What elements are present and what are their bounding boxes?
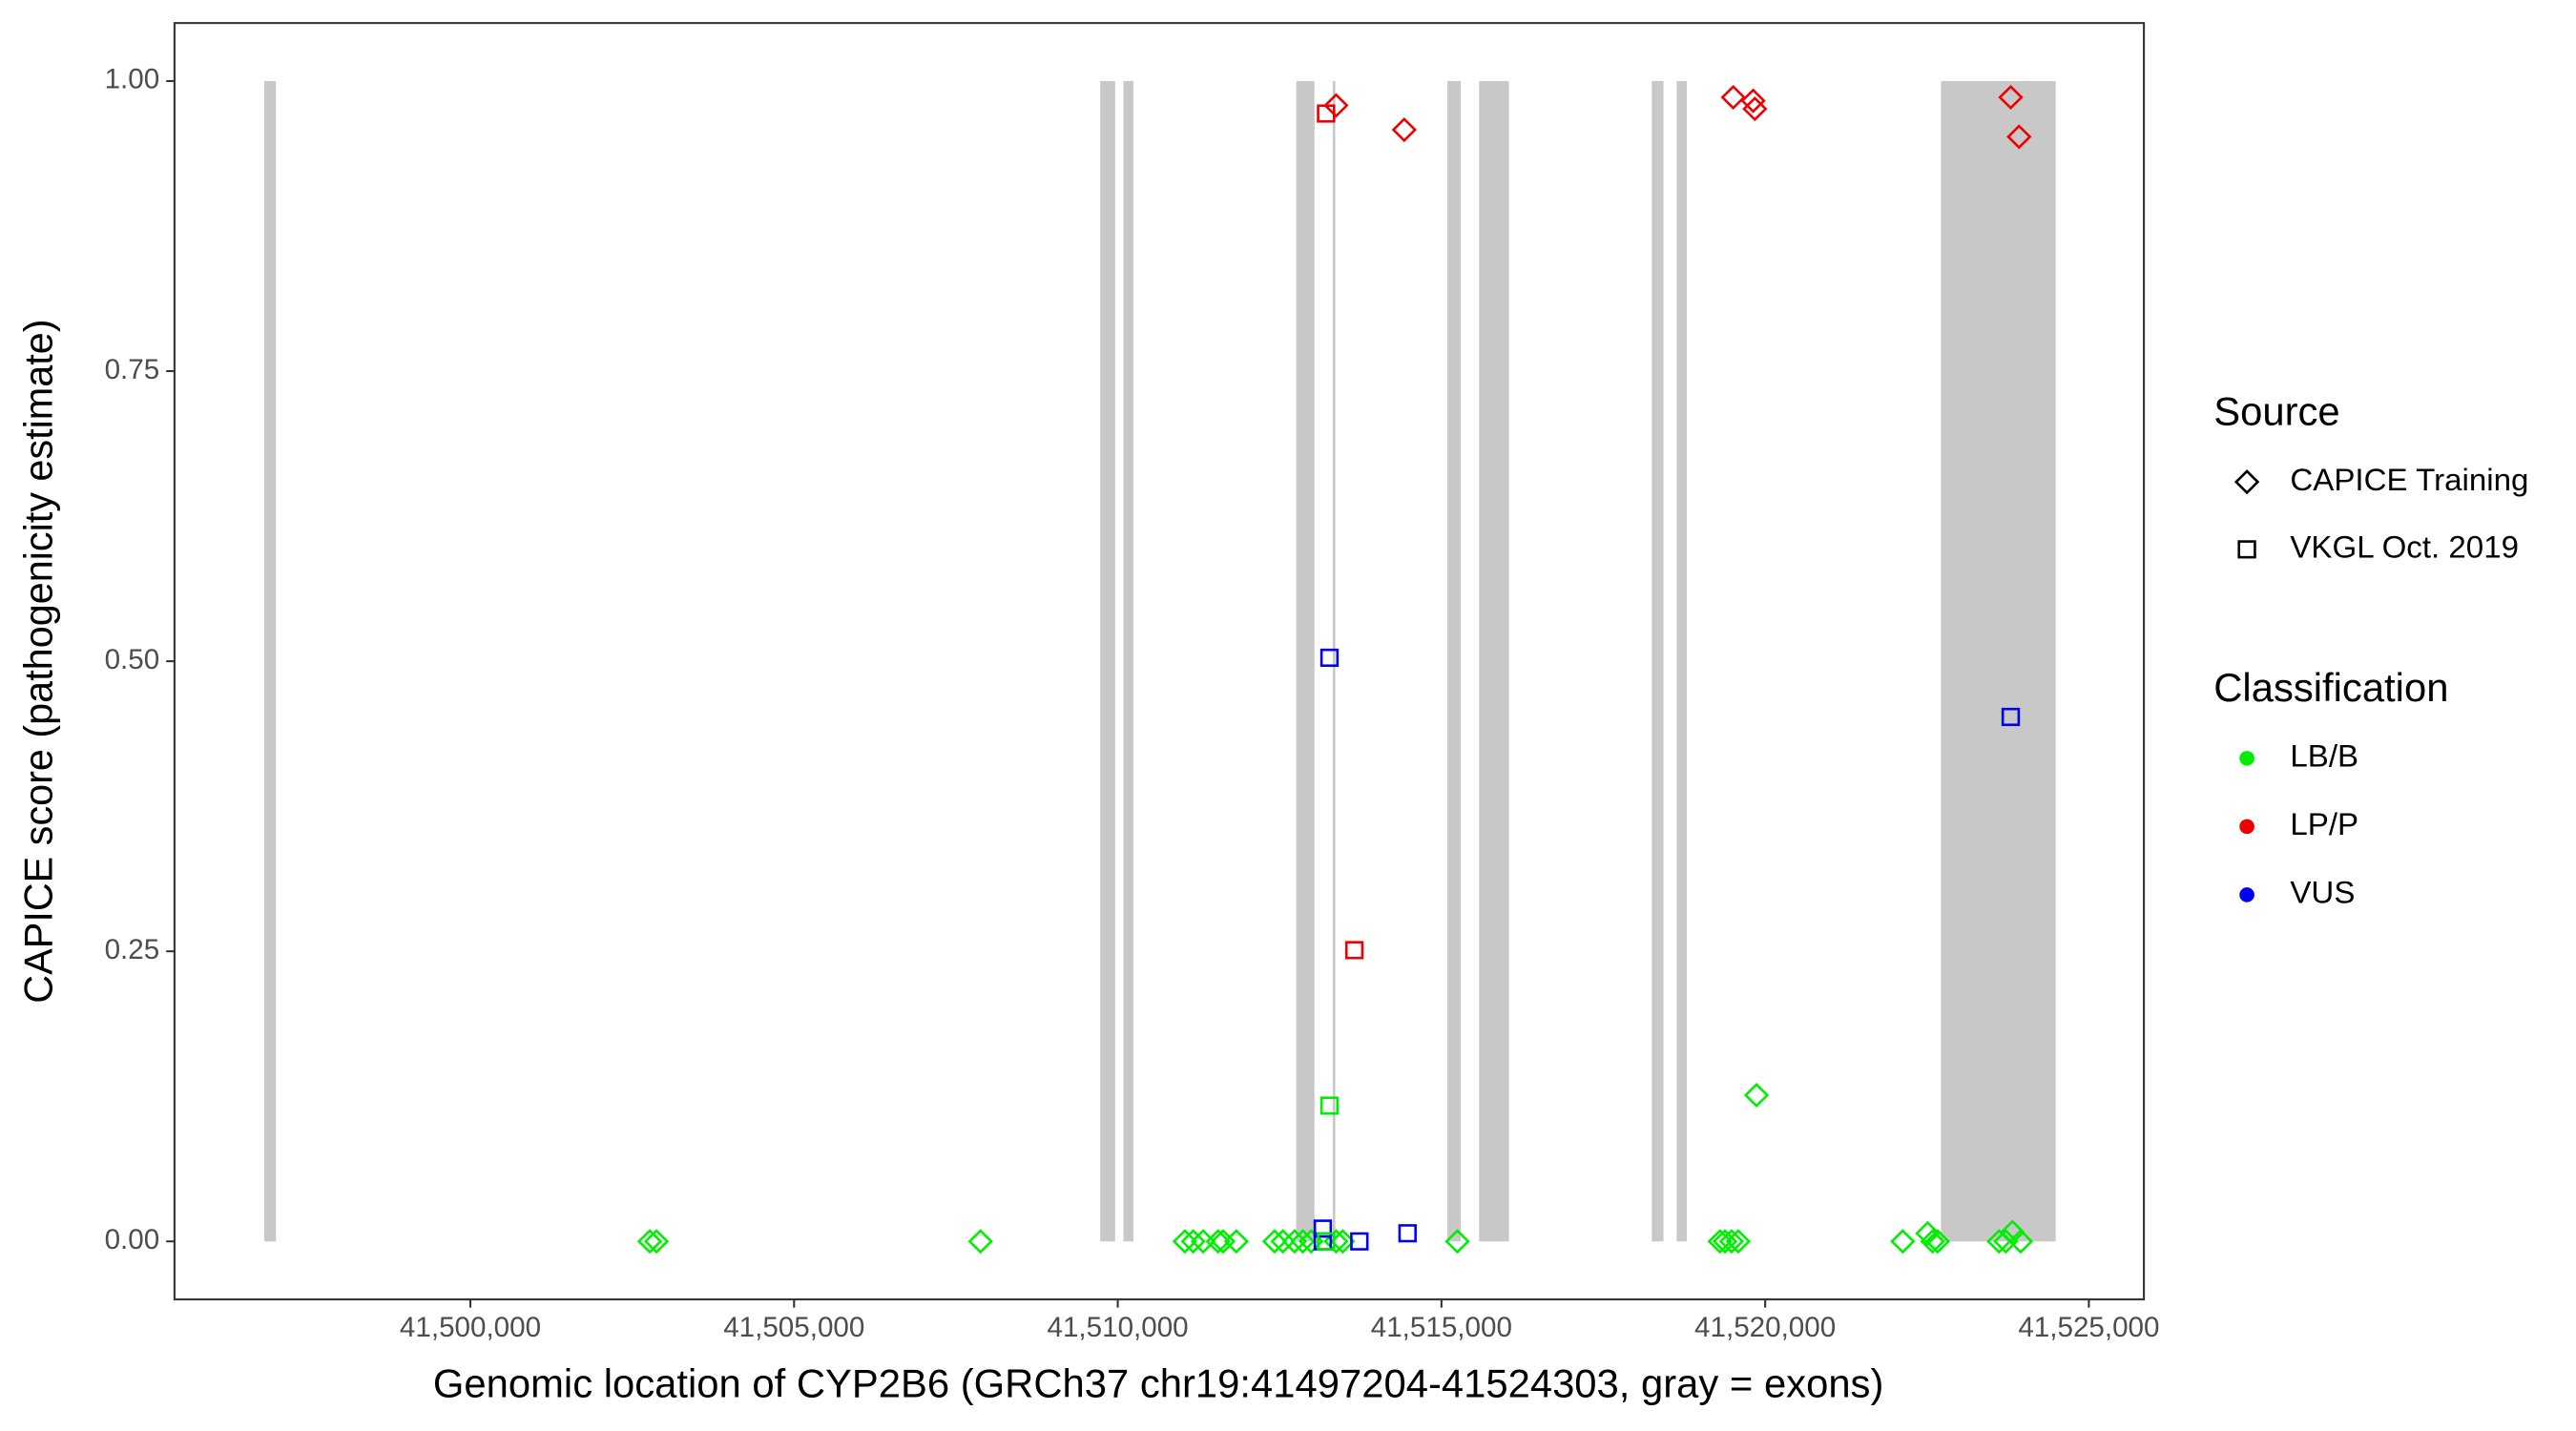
point <box>1725 1229 1752 1255</box>
point <box>1290 1229 1316 1255</box>
point <box>2007 1229 2034 1255</box>
point <box>1915 1220 1941 1246</box>
legend-symbol <box>2239 751 2254 766</box>
point <box>1281 1229 1308 1255</box>
x-tick-label: 41,520,000 <box>1694 1312 1836 1343</box>
y-axis-title: CAPICE score (pathogenicity estimate) <box>15 319 60 1003</box>
point <box>643 1229 670 1255</box>
point <box>1205 1229 1231 1255</box>
point <box>2006 124 2032 150</box>
exon <box>1676 80 1687 1242</box>
exon <box>1652 80 1664 1242</box>
legend-label: LB/B <box>2290 738 2358 774</box>
point <box>1707 1229 1733 1255</box>
x-tick-label: 41,505,000 <box>723 1312 864 1343</box>
exon <box>1941 80 2056 1242</box>
point <box>1319 1096 1340 1115</box>
point <box>1323 1229 1349 1255</box>
exon <box>1332 80 1336 1242</box>
legend-title: Classification <box>2213 665 2448 710</box>
point <box>1924 1229 1951 1255</box>
y-tick-label: 0.75 <box>105 354 160 385</box>
legend-symbol <box>2237 540 2256 559</box>
point <box>1319 648 1340 668</box>
y-tick-label: 0.25 <box>105 934 160 965</box>
point <box>1890 1229 1916 1255</box>
exon <box>1123 80 1133 1242</box>
point <box>1742 96 1768 122</box>
point <box>1180 1229 1206 1255</box>
point <box>1920 1229 1945 1255</box>
point <box>2001 707 2021 727</box>
point <box>636 1229 663 1255</box>
point <box>1261 1229 1288 1255</box>
point <box>1391 117 1418 143</box>
legend-symbol <box>2239 819 2254 835</box>
y-tick-label: 1.00 <box>105 64 160 95</box>
point <box>1330 1229 1356 1255</box>
x-axis-title: Genomic location of CYP2B6 (GRCh37 chr19… <box>433 1361 1883 1406</box>
point <box>1743 1082 1770 1109</box>
point <box>1740 88 1766 114</box>
x-tick-label: 41,510,000 <box>1047 1312 1188 1343</box>
exon <box>264 80 277 1242</box>
legend-label: VKGL Oct. 2019 <box>2290 529 2519 565</box>
point <box>1998 84 2024 111</box>
exon <box>1479 80 1509 1242</box>
x-tick-label: 41,500,000 <box>400 1312 541 1343</box>
legend-symbol <box>2239 887 2254 902</box>
x-tick-label: 41,515,000 <box>1371 1312 1512 1343</box>
point <box>1172 1229 1198 1255</box>
point <box>1317 104 1336 123</box>
point <box>1223 1229 1250 1255</box>
legend-label: VUS <box>2290 875 2355 910</box>
legend-label: LP/P <box>2290 806 2358 841</box>
legend-title: Source <box>2213 389 2339 434</box>
point <box>1398 1224 1417 1243</box>
point <box>1313 1219 1333 1238</box>
point <box>1270 1229 1296 1255</box>
point <box>1350 1232 1369 1251</box>
point <box>1317 1232 1336 1251</box>
legend-symbol <box>2233 469 2260 495</box>
y-tick-label: 0.50 <box>105 644 160 675</box>
legend-label: CAPICE Training <box>2290 462 2528 497</box>
point <box>1344 941 1364 960</box>
x-tick-label: 41,525,000 <box>2018 1312 2159 1343</box>
plot-area <box>264 80 2056 1255</box>
point <box>1718 1229 1745 1255</box>
point <box>1444 1229 1470 1255</box>
y-tick-label: 0.00 <box>105 1224 160 1255</box>
exon <box>1447 80 1462 1242</box>
point <box>1720 84 1746 111</box>
exon <box>1100 80 1115 1242</box>
point <box>967 1229 993 1255</box>
exon <box>1296 80 1315 1242</box>
point <box>1323 93 1349 118</box>
